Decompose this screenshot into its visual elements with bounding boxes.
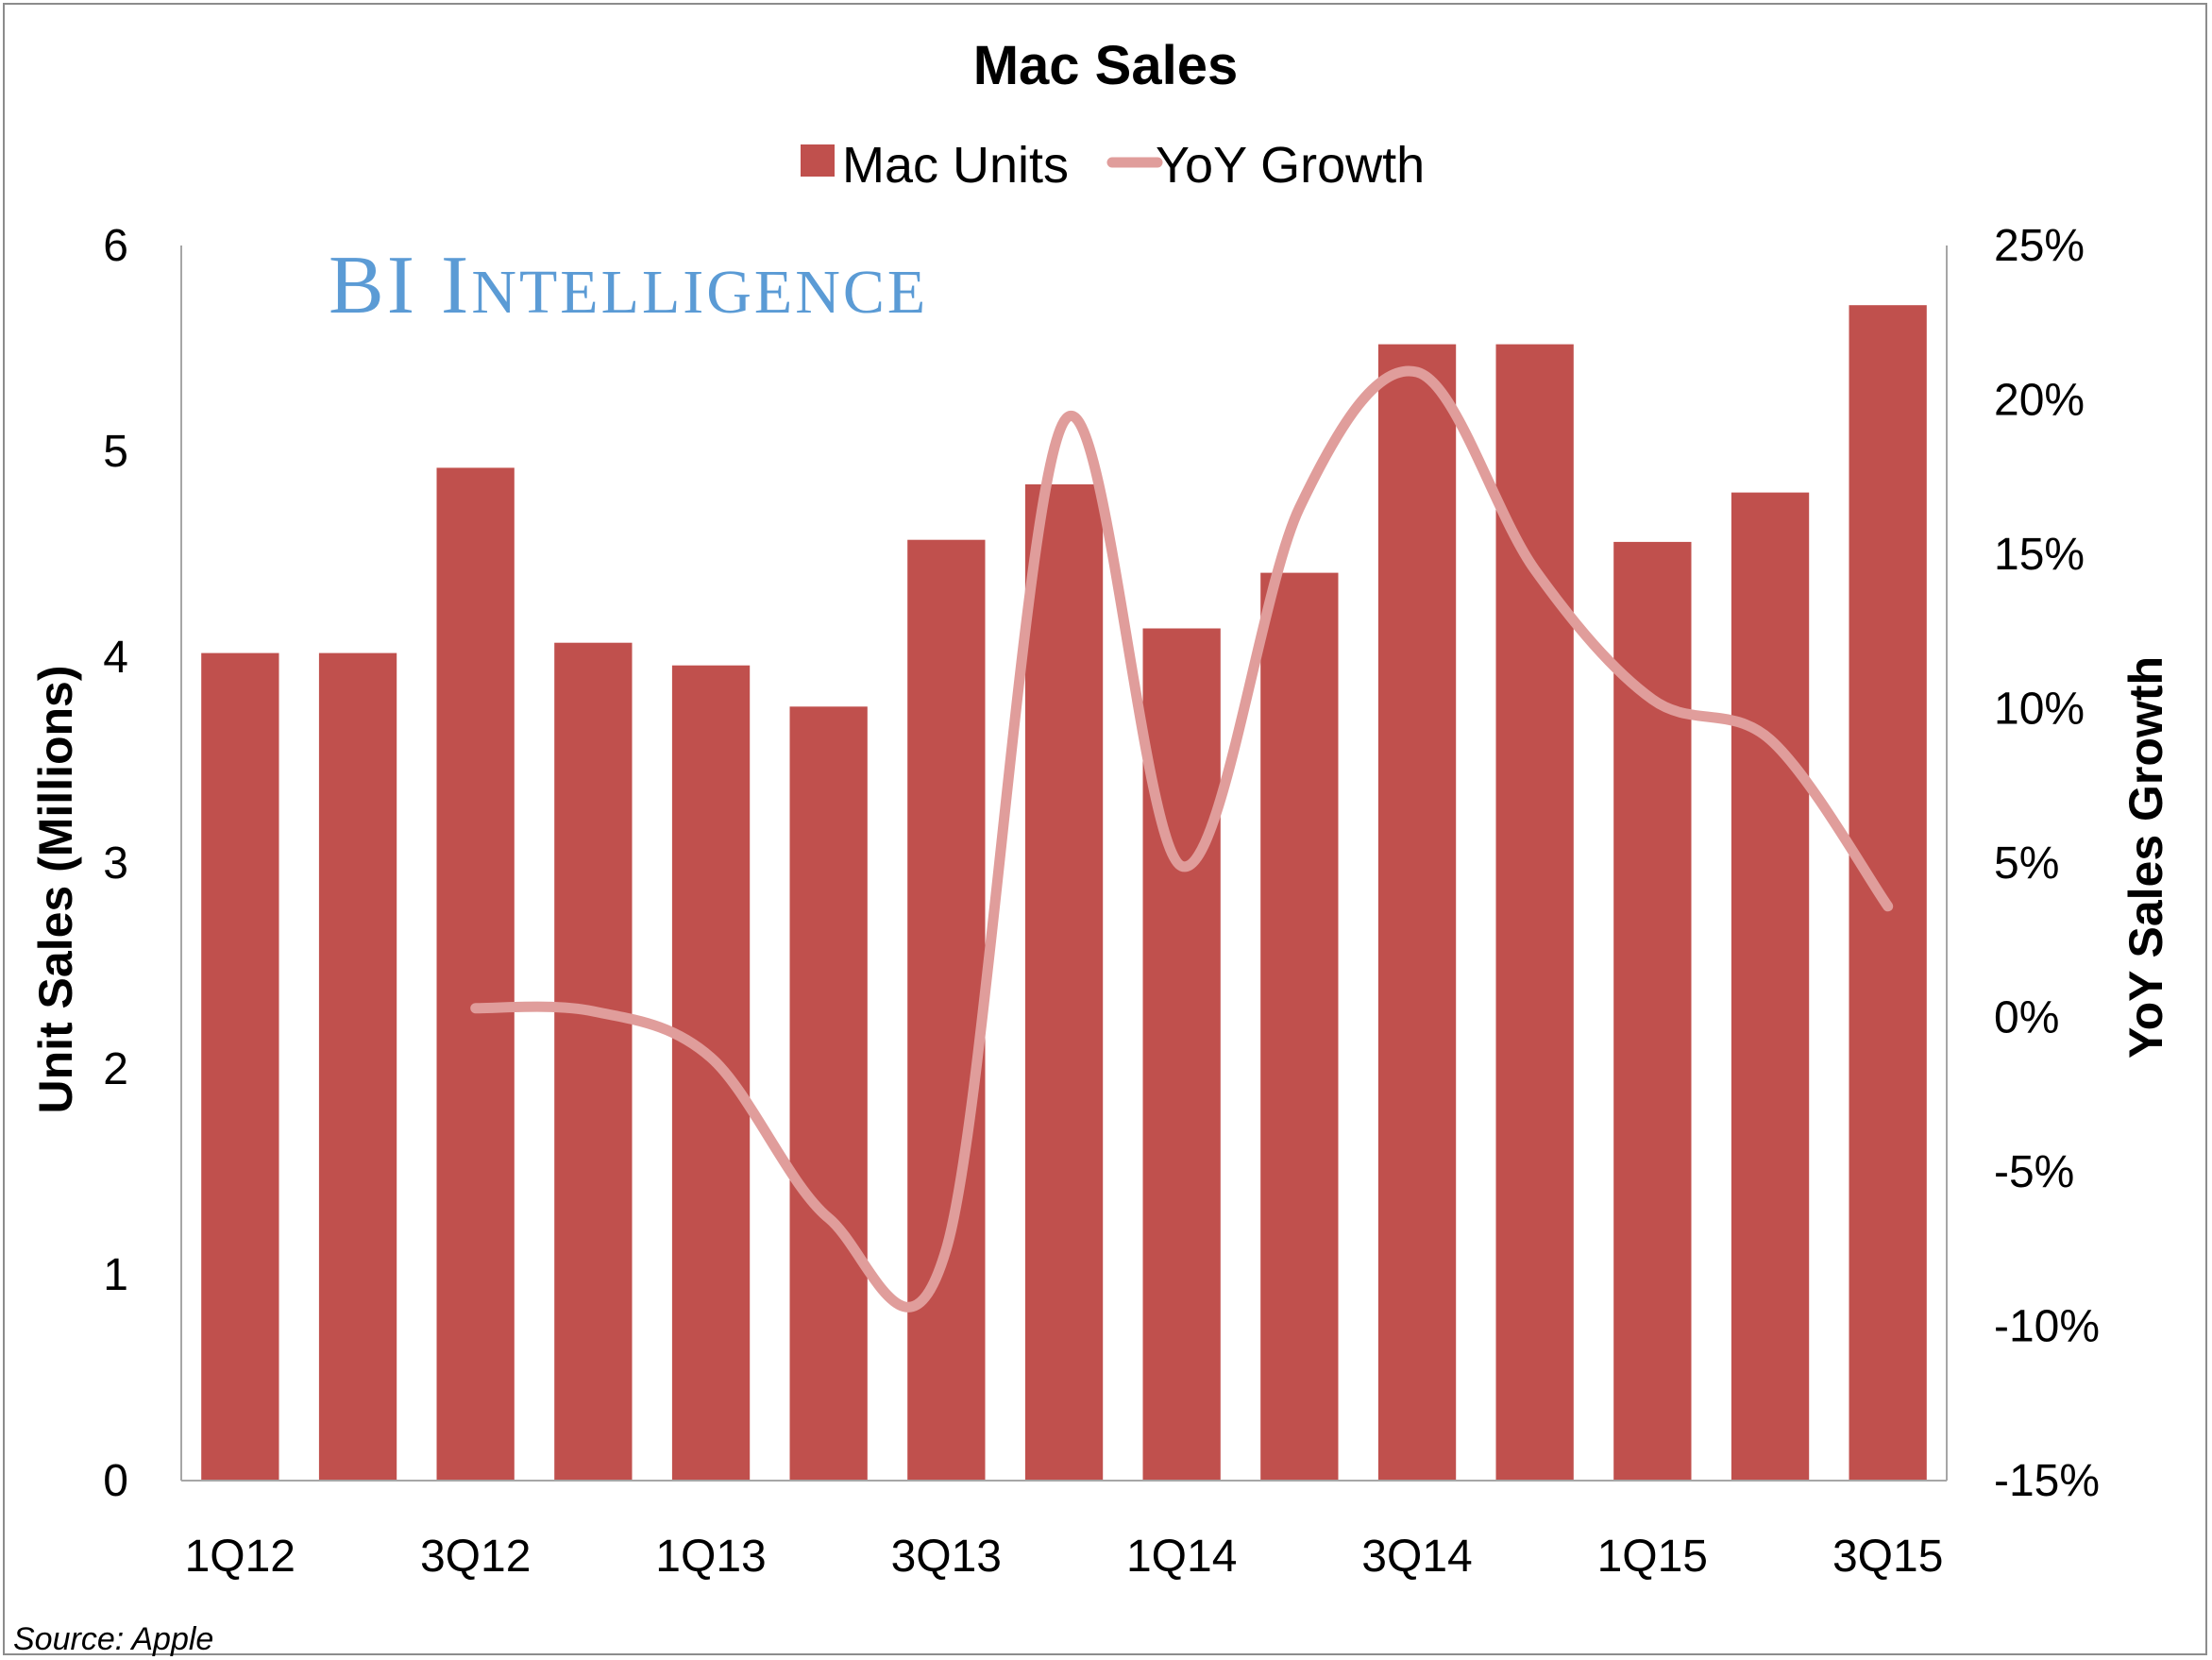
legend-bar-swatch	[801, 144, 835, 177]
bars-group	[201, 305, 1927, 1482]
bar-3Q15	[1849, 305, 1927, 1482]
y2-tick-label: 20%	[1994, 376, 2085, 426]
x-tick-label: 1Q14	[1126, 1532, 1237, 1582]
chart-title: Mac Sales	[973, 35, 1239, 96]
y2-tick-label: -5%	[1994, 1147, 2074, 1197]
y-tick-label: 1	[103, 1250, 128, 1300]
bar-4Q13	[1024, 483, 1104, 1481]
x-tick-label: 3Q15	[1832, 1532, 1943, 1582]
watermark-logo: BI INTELLIGENCE	[329, 240, 928, 331]
right-tick-labels: -15% -10% -5% 0% 5% 10% 15% 20% 25%	[1994, 221, 2100, 1506]
y-tick-label: 3	[103, 838, 128, 889]
x-tick-label: 1Q15	[1597, 1532, 1708, 1582]
y-axis-title: Unit Sales (Millions)	[29, 665, 82, 1113]
bar-2Q14	[1260, 572, 1339, 1481]
left-tick-labels: 0 1 2 3 4 5 6	[103, 221, 128, 1506]
legend: Mac Units YoY Growth	[801, 137, 1425, 194]
x-tick-label: 1Q13	[655, 1532, 766, 1582]
y2-axis-title: YoY Sales Growth	[2119, 656, 2172, 1059]
y2-tick-label: -15%	[1994, 1456, 2100, 1506]
axes-group	[180, 246, 1948, 1482]
legend-bar-label: Mac Units	[842, 137, 1069, 194]
bar-1Q12	[201, 652, 279, 1481]
legend-line-label: YoY Growth	[1156, 137, 1425, 194]
x-tick-label: 3Q13	[891, 1532, 1002, 1582]
y2-tick-label: 10%	[1994, 685, 2085, 735]
y-tick-label: 4	[103, 633, 128, 683]
y-tick-label: 2	[103, 1044, 128, 1094]
x-tick-label: 1Q12	[185, 1532, 295, 1582]
bar-2Q13	[789, 706, 868, 1481]
bar-4Q12	[554, 642, 633, 1481]
series-line-yoy-growth	[470, 365, 1894, 1313]
bar-2Q12	[318, 652, 397, 1481]
y-tick-label: 0	[103, 1456, 128, 1506]
y2-tick-label: 25%	[1994, 221, 2085, 271]
bar-3Q12	[436, 467, 515, 1481]
source-note: Source: Apple	[13, 1621, 213, 1657]
y2-tick-label: 15%	[1994, 530, 2085, 580]
x-tick-label: 3Q14	[1361, 1532, 1472, 1582]
x-tick-labels: 1Q12 3Q12 1Q13 3Q13 1Q14 3Q14 1Q15 3Q15	[185, 1532, 1944, 1582]
bar-1Q14	[1142, 628, 1221, 1481]
bar-3Q13	[907, 539, 986, 1481]
chart-frame	[3, 3, 2207, 1655]
y2-tick-label: -10%	[1994, 1302, 2100, 1352]
y-tick-label: 5	[103, 427, 128, 477]
y2-tick-label: 0%	[1994, 993, 2059, 1043]
bar-1Q13	[671, 665, 751, 1481]
y2-tick-label: 5%	[1994, 838, 2059, 889]
bar-2Q15	[1731, 492, 1810, 1481]
bar-3Q14	[1377, 344, 1457, 1482]
y-tick-label: 6	[103, 221, 128, 271]
x-tick-label: 3Q12	[420, 1532, 531, 1582]
